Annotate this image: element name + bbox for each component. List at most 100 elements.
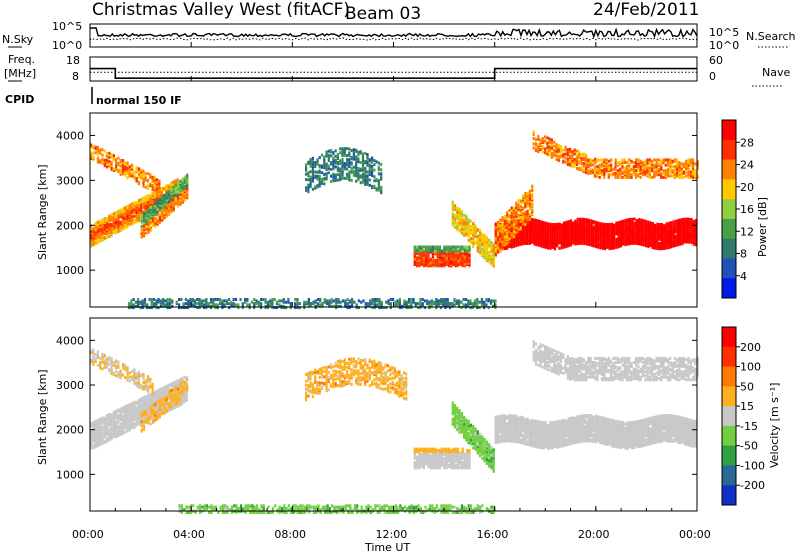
power-cell	[487, 306, 490, 310]
power-cell	[140, 214, 143, 217]
power-cell	[350, 155, 353, 159]
power-cell	[92, 151, 95, 155]
power-cell	[330, 149, 333, 152]
power-cell	[348, 158, 351, 162]
power-cell	[664, 163, 667, 167]
power-cell	[657, 173, 660, 177]
power-cell	[273, 306, 276, 310]
power-cell	[398, 300, 401, 304]
power-cell	[101, 225, 104, 228]
power-cell	[582, 156, 585, 160]
power-cell	[456, 210, 459, 214]
power-cell	[355, 155, 358, 159]
power-cell	[510, 220, 513, 223]
power-cell	[682, 175, 685, 179]
power-cell	[476, 228, 479, 232]
power-cell	[410, 298, 413, 301]
power-cell	[648, 158, 651, 162]
power-cell	[92, 155, 95, 159]
power-colorbar-swatch	[722, 218, 736, 240]
power-cell	[635, 175, 638, 179]
power-frame	[89, 112, 698, 308]
power-cell	[476, 306, 479, 310]
power-cell	[519, 240, 522, 244]
power-cell	[617, 221, 620, 224]
power-cell	[555, 147, 558, 151]
power-cell	[569, 154, 572, 158]
power-cell	[167, 189, 171, 193]
power-cell	[517, 230, 520, 234]
power-cell	[546, 152, 549, 156]
power-cell	[366, 158, 369, 162]
power-cell	[613, 229, 616, 232]
power-cell	[162, 304, 165, 308]
power-cell	[257, 300, 260, 304]
power-cell	[566, 163, 569, 166]
power-cell	[666, 167, 670, 171]
power-cell	[476, 303, 479, 307]
power-cell	[275, 306, 279, 310]
power-cell	[464, 303, 467, 307]
power-cell	[371, 172, 374, 176]
power-cell	[664, 158, 667, 162]
power-cell	[563, 241, 566, 245]
power-cell	[492, 304, 495, 308]
power-cell	[373, 298, 376, 301]
power-cell	[453, 220, 457, 224]
power-cell	[563, 228, 566, 232]
power-cell	[439, 298, 442, 301]
power-cell	[96, 145, 99, 149]
power-cell	[682, 162, 685, 166]
power-cell	[533, 239, 536, 243]
power-cell	[467, 238, 470, 242]
power-cell	[115, 211, 118, 214]
power-cell	[130, 299, 133, 303]
power-cell	[687, 161, 690, 165]
power-cell	[346, 158, 349, 161]
power-cell	[260, 298, 263, 301]
power-cell	[655, 167, 658, 171]
power-cell	[378, 298, 381, 301]
power-cell	[368, 171, 371, 175]
power-cell	[101, 229, 104, 233]
power-cell	[225, 302, 228, 306]
power-cell	[501, 237, 504, 241]
power-cell	[492, 246, 495, 250]
power-cell	[585, 153, 588, 157]
power-cell	[680, 165, 683, 169]
power-cell	[689, 170, 692, 174]
power-cell	[396, 302, 399, 306]
power-cell	[575, 167, 579, 170]
power-cell	[628, 158, 631, 162]
power-cell	[625, 174, 629, 178]
power-cell	[573, 148, 576, 152]
power-ytick-label: 4000	[56, 129, 84, 142]
power-cell	[594, 230, 597, 234]
power-cell	[580, 152, 583, 156]
power-cell	[656, 236, 659, 240]
power-cell	[558, 246, 561, 250]
power-cell	[476, 238, 479, 242]
power-cell	[155, 299, 158, 303]
power-cell	[325, 172, 328, 176]
power-cell	[427, 245, 430, 249]
power-cell	[149, 210, 152, 213]
power-cell	[416, 252, 419, 256]
power-cell	[614, 158, 617, 162]
power-cell	[494, 299, 497, 303]
power-cell	[642, 223, 645, 227]
power-cell	[688, 231, 691, 235]
power-cell	[305, 168, 308, 172]
power-cell	[590, 219, 593, 223]
power-cell	[541, 145, 544, 149]
velocity-cell	[94, 430, 97, 434]
power-cell	[669, 232, 673, 235]
power-cell	[451, 302, 454, 306]
power-cell	[160, 186, 163, 190]
power-cell	[152, 205, 155, 209]
power-cell	[433, 300, 436, 304]
power-cell	[578, 220, 582, 224]
power-cell	[170, 205, 173, 209]
power-cell	[209, 300, 213, 304]
power-cell	[142, 184, 145, 188]
